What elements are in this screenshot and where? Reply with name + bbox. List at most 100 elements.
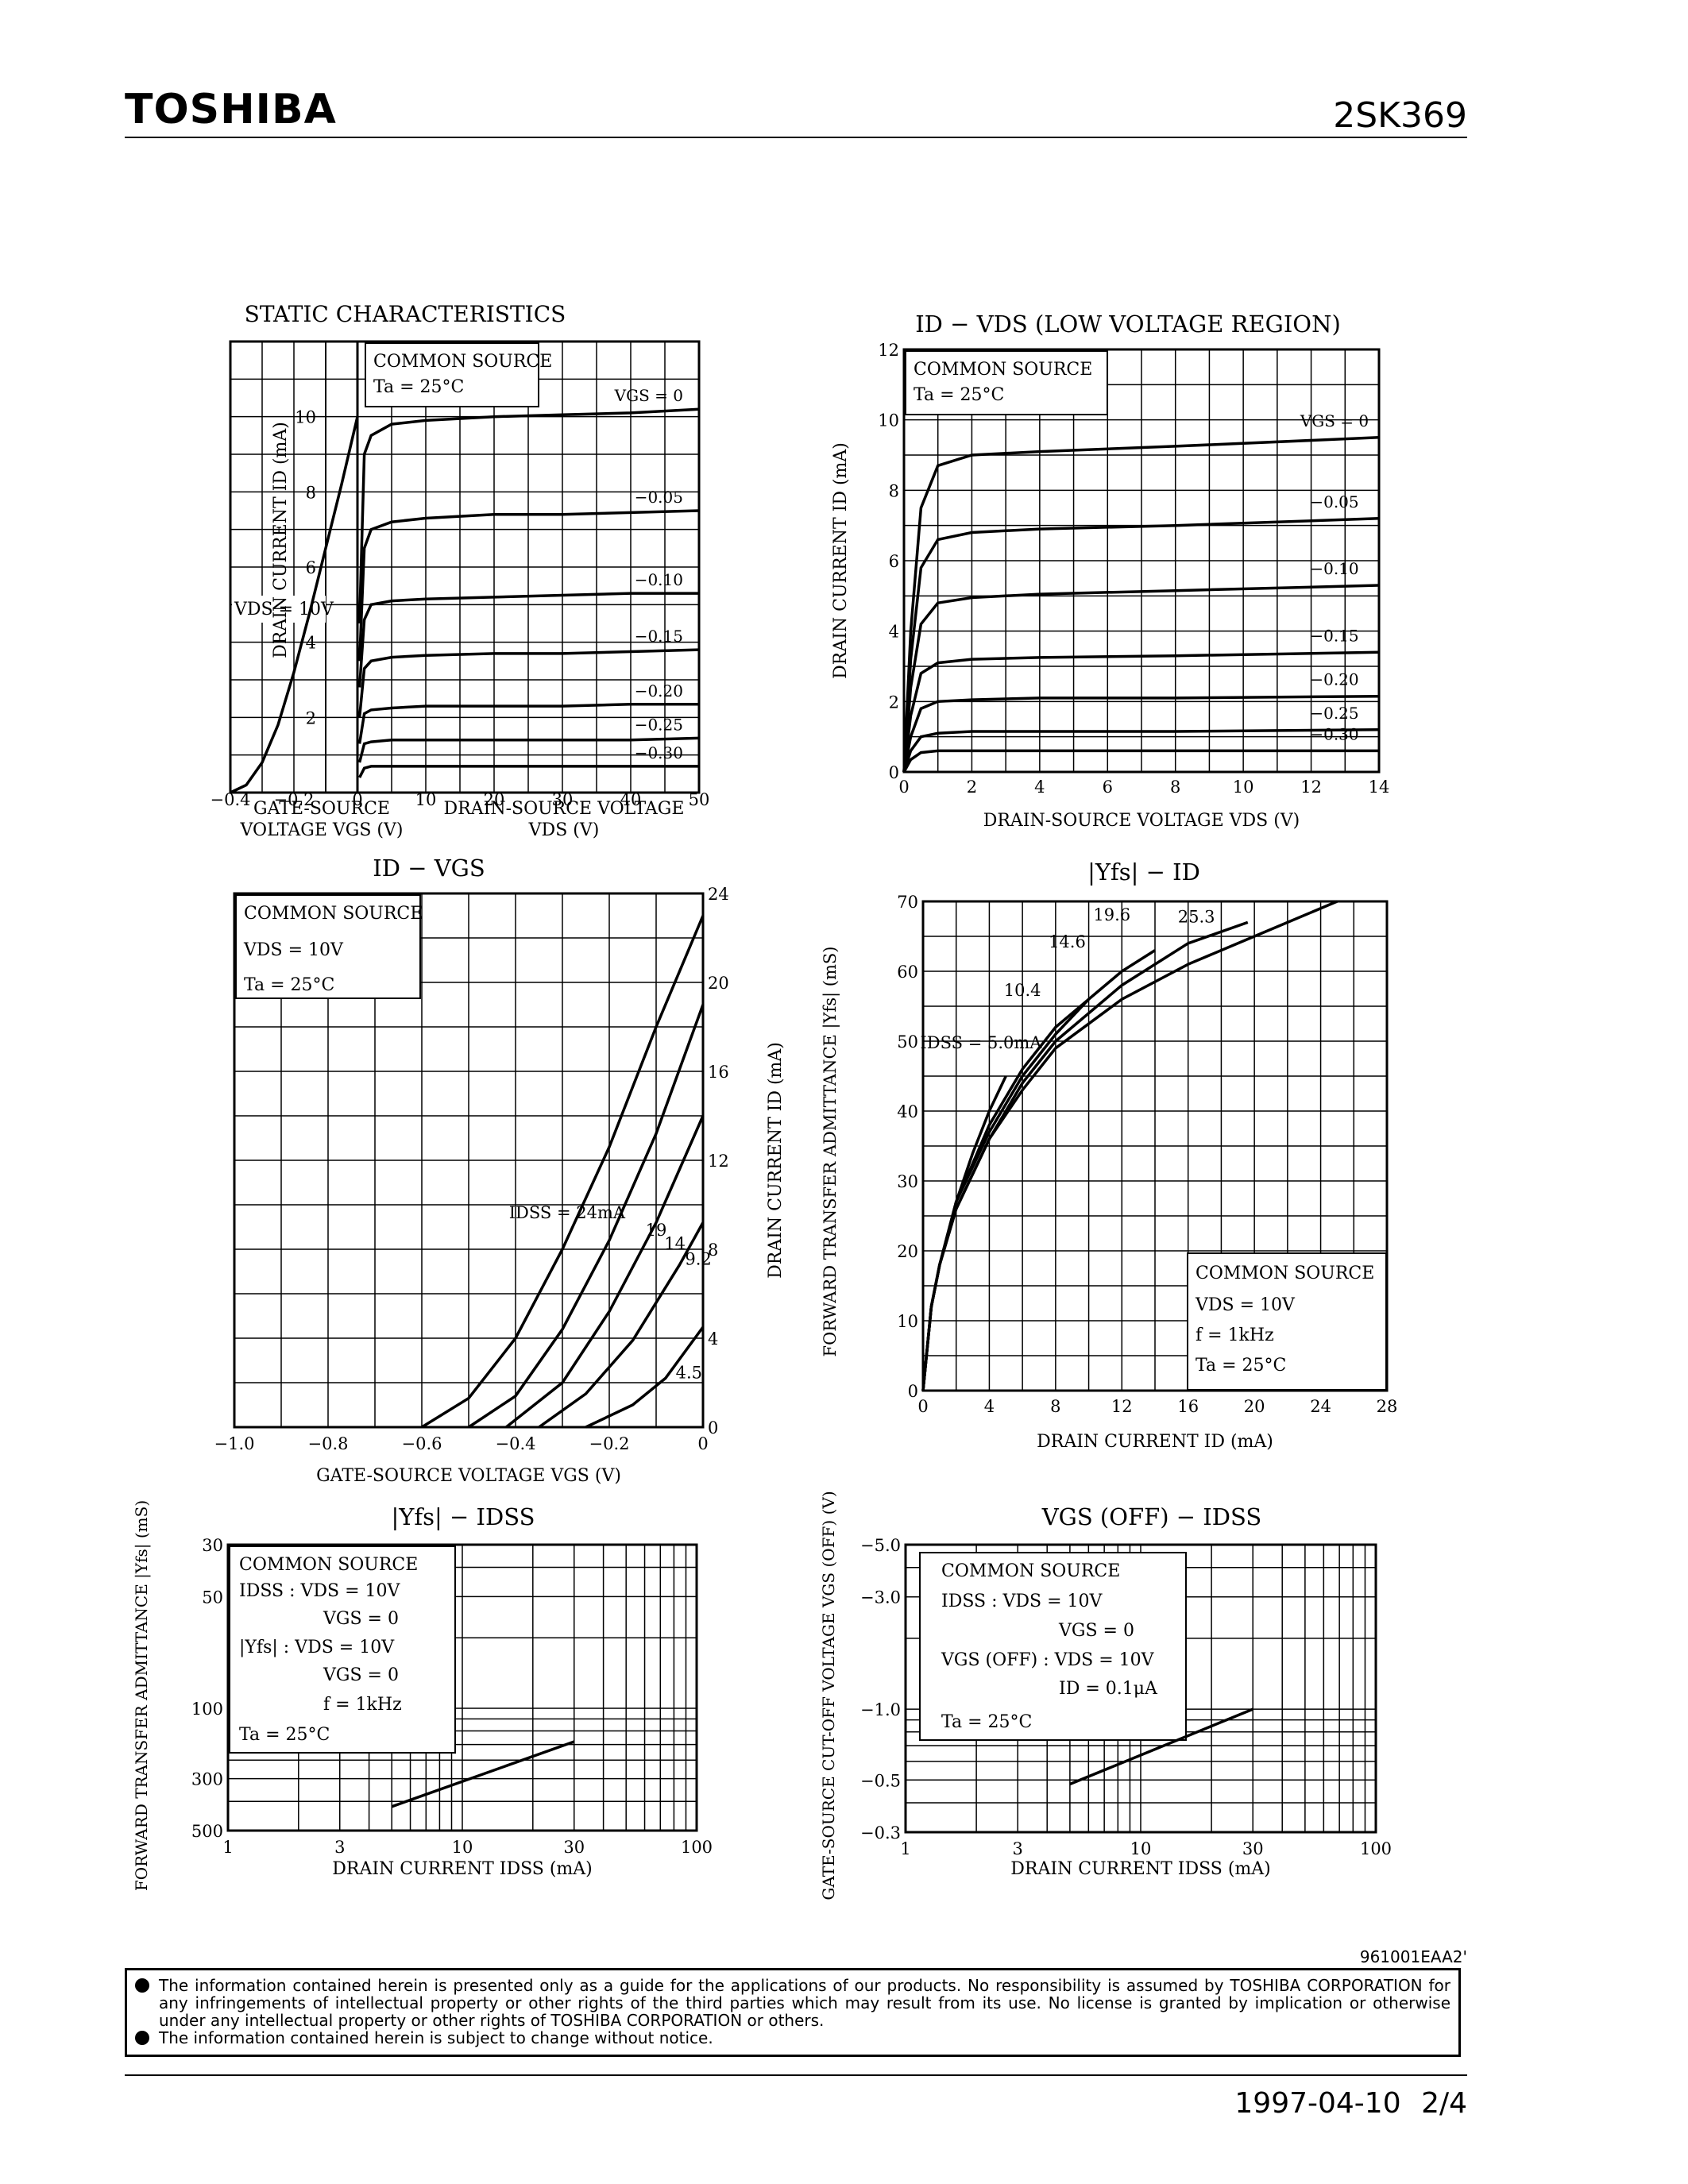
- transfer-curve: [421, 915, 705, 1429]
- plot-frame: [921, 900, 1389, 1392]
- transfer-curve: [585, 1325, 705, 1429]
- x-tick-label: 0: [352, 790, 362, 809]
- notes-box: [1187, 1252, 1387, 1391]
- y-tick-label: 8: [889, 481, 899, 500]
- curve-label: −0.20: [635, 681, 683, 700]
- page-number: 2/4: [1421, 2087, 1467, 2120]
- y-tick-label: −5.0: [860, 1536, 901, 1555]
- x-tick-label: 30: [563, 1838, 585, 1857]
- plot-frame: [229, 340, 701, 794]
- y-axis-label: FORWARD TRANSFER ADMITTANCE |Yfs| (mS): [132, 1500, 152, 1891]
- drain-curve: [902, 650, 1380, 773]
- note-line: IDSS : VDS = 10V: [239, 1581, 400, 1601]
- admittance-curve: [921, 997, 1090, 1391]
- brand-logo: TOSHIBA: [125, 86, 337, 133]
- y-tick-label: 2: [306, 708, 316, 727]
- curve-label: 14.6: [1049, 932, 1086, 951]
- x-tick-label: −0.6: [402, 1434, 442, 1453]
- x-tick-label: 1: [900, 1839, 910, 1858]
- trend-line: [391, 1740, 575, 1808]
- drain-curve: [902, 749, 1379, 773]
- x-tick-label: 4: [984, 1397, 995, 1416]
- note-line: Ta = 25°C: [244, 975, 334, 995]
- tick-labels: VGS = 0 −0.05 −0.10 −0.15 −0.20 −0.25−0.30 0 2 4…: [878, 341, 1389, 797]
- y-tick-label: 50: [897, 1032, 918, 1051]
- tick-labels: 1 3 10 30 100 30 50 100 300 500: [191, 1536, 713, 1857]
- vgsoff-idss-chart: VGS (OFF) − IDSS COMMON SOURCE IDSS : VD…: [819, 1491, 1392, 1900]
- y-tick-label: 300: [191, 1770, 223, 1789]
- note-line: Ta = 25°C: [239, 1725, 330, 1745]
- y-tick-label: 10: [878, 411, 899, 430]
- y-tick-label: 8: [306, 483, 316, 502]
- drain-curve: [357, 703, 699, 744]
- chart-title: STATIC CHARACTERISTICS: [245, 301, 566, 327]
- y-tick-label: 4: [889, 623, 899, 642]
- plot-frame: [902, 348, 1381, 774]
- x-tick-label: 0: [917, 1397, 928, 1416]
- x-tick-label: −1.0: [214, 1434, 255, 1453]
- y-tick-label: 10: [897, 1312, 918, 1331]
- transfer-curve: [230, 416, 359, 794]
- transfer-curve: [538, 1221, 705, 1429]
- x-tick-label: 10: [1233, 778, 1254, 797]
- notes-box: [365, 342, 539, 407]
- x-tick-label: 100: [681, 1838, 713, 1857]
- x-axis-label: DRAIN CURRENT IDSS (mA): [1010, 1859, 1271, 1879]
- bullet-icon: [135, 2031, 149, 2045]
- curve-label: −0.25: [635, 715, 683, 734]
- note-line: Ta = 25°C: [373, 377, 464, 397]
- disclaimer-item: The information contained herein is subj…: [135, 2029, 1450, 2047]
- y-tick-label: 4: [306, 634, 316, 653]
- disclaimer-box: The information contained herein is pres…: [125, 1968, 1461, 2057]
- x-tick-label: 14: [1369, 778, 1390, 797]
- disclaimer-text: The information contained herein is pres…: [159, 1976, 1450, 2030]
- y-tick-label: −1.0: [860, 1700, 901, 1719]
- y-tick-label: 2: [889, 693, 899, 712]
- x-tick-label: −0.4: [211, 790, 251, 809]
- note-line: Ta = 25°C: [941, 1712, 1032, 1732]
- y-tick-label: 60: [897, 963, 918, 982]
- x-tick-label: 20: [1244, 1397, 1265, 1416]
- curves: [921, 900, 1338, 1391]
- x-tick-label: 50: [689, 790, 710, 809]
- x-tick-label: 12: [1300, 778, 1322, 797]
- curves: [391, 1740, 575, 1808]
- curve-label: −0.10: [1310, 559, 1358, 578]
- x-tick-label: 16: [1177, 1397, 1199, 1416]
- part-number: 2SK369: [1333, 95, 1467, 136]
- curve-label: 10.4: [1004, 981, 1041, 1000]
- curve-label: −0.10: [635, 570, 683, 589]
- drain-curve: [902, 728, 1380, 773]
- note-line: ID = 0.1μA: [1059, 1679, 1158, 1699]
- y-tick-label: 6: [306, 558, 316, 577]
- note-line: COMMON SOURCE: [244, 904, 423, 924]
- x-tick-label: −0.2: [274, 790, 315, 809]
- curve-label: IDSS = 24mA: [509, 1203, 626, 1222]
- notes-box: [235, 894, 421, 999]
- x-axis-label-right: DRAIN-SOURCE VOLTAGE: [444, 799, 685, 819]
- tick-labels: VGS = 0−0.05−0.10−0.15−0.20−0.25−0.30−0.…: [211, 386, 710, 809]
- note-line: COMMON SOURCE: [914, 360, 1092, 380]
- chart-title: |Yfs| − IDSS: [392, 1503, 535, 1530]
- curve-label: −0.20: [1310, 670, 1358, 689]
- x-tick-label: 1: [222, 1838, 233, 1857]
- admittance-curve: [921, 900, 1338, 1391]
- x-tick-label: −0.2: [589, 1434, 630, 1453]
- y-tick-label: 40: [897, 1102, 918, 1121]
- y-axis-label: GATE-SOURCE CUT-OFF VOLTAGE VGS (OFF) (V…: [819, 1491, 838, 1900]
- drain-curve: [902, 584, 1380, 773]
- x-tick-label: 4: [1034, 778, 1045, 797]
- x-tick-label: 8: [1170, 778, 1180, 797]
- x-tick-label: 8: [1050, 1397, 1060, 1416]
- drain-curve: [357, 648, 700, 718]
- x-tick-label: 0: [898, 778, 909, 797]
- drain-curve: [902, 436, 1380, 773]
- x-axis-label-left: VOLTAGE VGS (V): [240, 820, 404, 840]
- tick-labels: IDSS = 5.0mA 10.4 14.6 19.6 25.3 0 4 8 12 16 20 24 2…: [897, 893, 1397, 1416]
- header-rule: [125, 137, 1467, 138]
- x-axis-label: GATE-SOURCE VOLTAGE VGS (V): [316, 1466, 621, 1486]
- y-tick-label: 8: [708, 1241, 718, 1260]
- y-tick-label: −0.5: [860, 1771, 901, 1790]
- x-axis-label: DRAIN CURRENT ID (mA): [1037, 1432, 1273, 1452]
- curves: [1069, 1707, 1253, 1786]
